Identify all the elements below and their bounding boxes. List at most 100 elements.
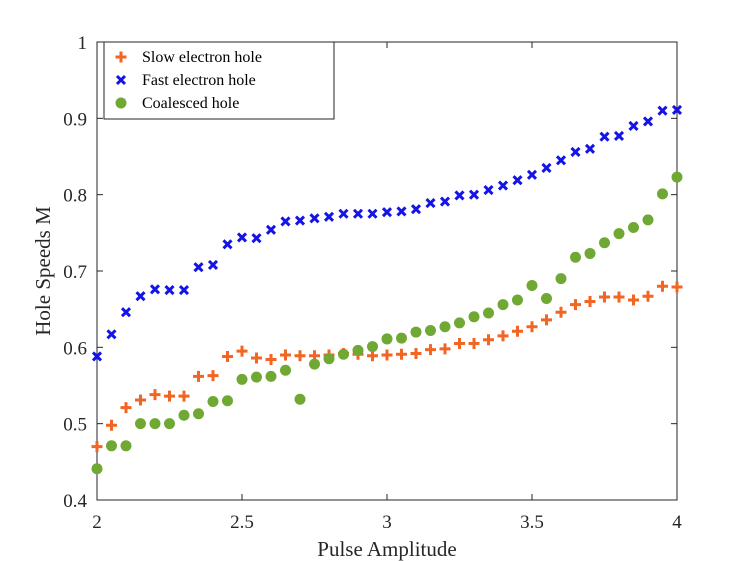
data-point: [91, 441, 103, 453]
data-point: [657, 188, 668, 200]
data-point: [149, 418, 161, 430]
legend-box: [103, 41, 335, 120]
data-point: [193, 408, 204, 420]
data-point: [642, 214, 654, 226]
data-point: [657, 105, 668, 116]
data-point: [352, 208, 364, 219]
data-point: [222, 239, 233, 250]
data-point: [106, 419, 117, 431]
data-point: [251, 352, 262, 364]
data-point: [425, 198, 436, 209]
legend: Slow electron hole Fast electron hole Coal…: [103, 41, 335, 120]
data-markers: [91, 104, 683, 475]
data-point: [410, 347, 422, 359]
data-point: [454, 190, 465, 201]
data-point: [338, 348, 349, 360]
legend-marker: [115, 74, 127, 86]
data-point: [642, 290, 654, 302]
data-point: [657, 280, 668, 292]
data-point: [120, 402, 132, 414]
data-point: [570, 251, 581, 263]
data-point: [570, 299, 581, 311]
data-point: [526, 280, 538, 292]
data-point: [120, 440, 132, 452]
data-point: [671, 281, 683, 293]
data-point: [425, 325, 436, 337]
data-point: [91, 351, 103, 362]
data-point: [251, 233, 262, 244]
data-point: [396, 206, 407, 217]
data-point: [149, 284, 161, 295]
series-3: [91, 171, 683, 475]
legend-label: Coalesced hole: [142, 95, 239, 112]
data-point: [671, 104, 683, 115]
data-point: [280, 349, 291, 361]
data-point: [483, 185, 494, 196]
data-point: [410, 326, 422, 338]
data-point: [628, 294, 639, 306]
data-point: [512, 325, 523, 337]
data-point: [483, 334, 494, 346]
data-point: [599, 131, 610, 142]
y-tick-label: 0.6: [63, 338, 87, 359]
data-point: [541, 292, 552, 304]
data-point: [584, 143, 596, 154]
y-tick-label: 0.5: [63, 415, 87, 436]
x-tick-label: 4: [672, 512, 682, 533]
data-point: [178, 285, 190, 296]
data-point: [91, 463, 103, 475]
x-tick-label: 3.5: [520, 512, 544, 533]
data-point: [468, 189, 480, 200]
data-point: [555, 306, 567, 318]
data-point: [628, 221, 639, 233]
data-point: [164, 285, 175, 296]
legend-marker: [115, 51, 127, 63]
x-tick-label: 3: [382, 512, 392, 533]
data-point: [526, 321, 538, 333]
data-point: [541, 162, 552, 174]
data-point: [280, 364, 291, 376]
x-axis-label: Pulse Amplitude: [317, 537, 456, 561]
data-point: [512, 294, 523, 306]
data-point: [526, 169, 538, 180]
data-point: [642, 116, 654, 127]
data-point: [149, 389, 161, 401]
x-tick-label: 2: [92, 512, 102, 533]
data-point: [439, 321, 451, 333]
data-point: [599, 291, 610, 303]
data-point: [584, 296, 596, 308]
legend-label: Fast electron hole: [142, 72, 256, 89]
data-point: [294, 350, 306, 362]
data-point: [352, 344, 364, 356]
data-point: [309, 213, 320, 224]
data-point: [222, 395, 233, 407]
data-point: [381, 333, 393, 345]
series-2: [91, 104, 683, 362]
data-point: [367, 341, 378, 353]
data-point: [135, 394, 146, 406]
data-point: [323, 353, 335, 365]
data-point: [323, 211, 335, 222]
data-point: [468, 311, 480, 323]
legend-entries: Slow electron hole Fast electron hole Coal…: [115, 49, 262, 112]
data-point: [396, 332, 407, 344]
data-point: [222, 350, 233, 362]
y-tick-label: 0.8: [63, 186, 87, 207]
y-tick-label: 0.9: [63, 109, 87, 130]
data-point: [613, 291, 625, 303]
data-point: [628, 120, 639, 132]
data-point: [454, 317, 465, 329]
data-point: [468, 338, 480, 350]
data-point: [207, 370, 219, 382]
y-tick-label: 0.4: [63, 491, 87, 512]
data-point: [483, 307, 494, 319]
legend-label: Slow electron hole: [142, 49, 262, 66]
data-point: [236, 373, 248, 385]
data-point: [106, 440, 117, 452]
data-point: [512, 175, 523, 186]
data-point: [178, 409, 190, 421]
data-point: [135, 291, 146, 302]
data-point: [294, 393, 306, 405]
data-point: [555, 273, 567, 285]
